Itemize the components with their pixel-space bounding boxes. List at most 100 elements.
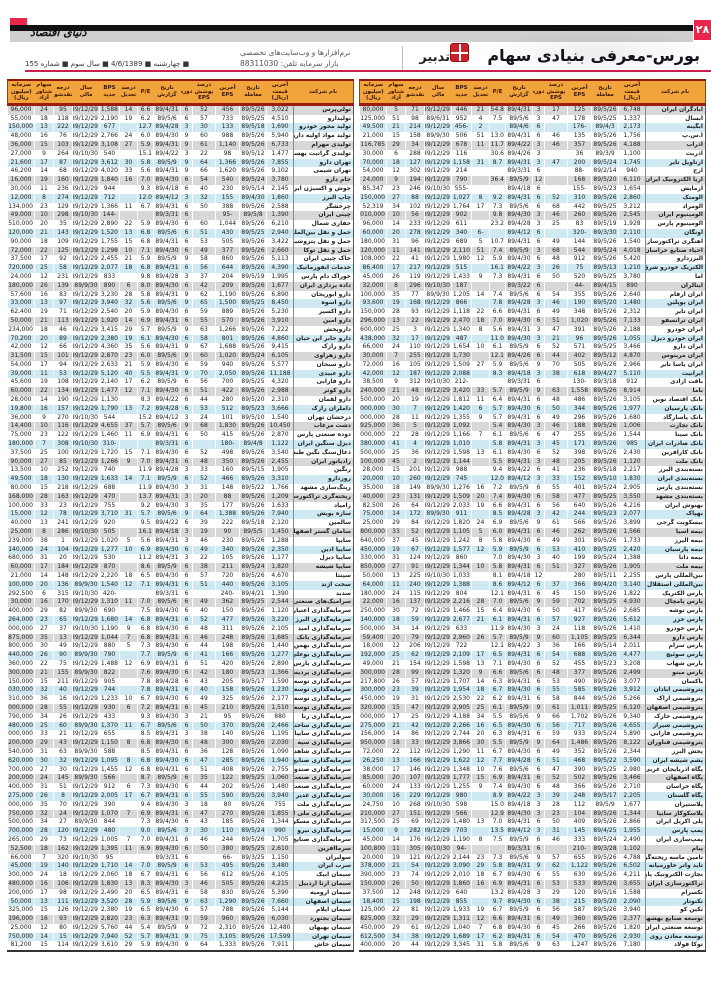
value-cell: 89/4/30 [505, 809, 533, 819]
value-cell: 1,344 [266, 818, 294, 828]
value-cell: 301 [567, 536, 592, 546]
value-cell: 89/10/30 [424, 281, 452, 291]
value-cell: 2,540 [99, 308, 120, 317]
value-cell: 5,000,000 [359, 404, 387, 414]
value-cell: 40 [192, 184, 216, 194]
value-cell: 3,077 [618, 677, 646, 687]
company-name-cell: پاکسان [645, 677, 706, 687]
value-cell: 4,275,000 [7, 791, 35, 801]
value-cell: 9 [180, 369, 193, 379]
value-cell: 22 [386, 431, 406, 441]
value-cell: 4,788 [618, 853, 646, 863]
value-cell: 50 [192, 721, 216, 731]
value-cell: 1,677 [266, 281, 294, 291]
value-cell: 6 [180, 642, 193, 652]
value-cell: 98 [53, 888, 73, 898]
value-cell: 1,680,000 [7, 554, 35, 564]
value-cell: 50 [544, 607, 568, 616]
value-cell: 3 [532, 220, 545, 229]
value-cell: 89/12/29 [72, 334, 100, 344]
value-cell [119, 466, 138, 476]
value-cell: 36,000 [7, 140, 35, 150]
value-cell: 21,000 [359, 132, 387, 141]
value-cell: 137 [405, 598, 425, 608]
value-cell: 89/12/29 [72, 686, 100, 696]
value-cell: 89/12/29 [72, 862, 100, 872]
table-row: سرمایه‌گذاری صندوق بازنشستگی2,75589/5/26… [7, 765, 354, 775]
value-cell: 42 [405, 721, 425, 731]
value-cell: 89/12/29 [424, 202, 452, 212]
company-name-cell: تهران دارو [293, 158, 354, 168]
value-cell: 9 [532, 519, 545, 529]
value-cell: 89/5/26 [239, 158, 267, 168]
value-cell: 10,450 [266, 422, 294, 432]
value-cell: 62 [405, 651, 425, 660]
value-cell: 1,366 [266, 668, 294, 678]
value-cell: 5.6 [137, 343, 154, 353]
value-cell: 1,144 [451, 457, 472, 467]
value-cell: 8 [119, 756, 138, 766]
value-cell: 1,337 [618, 114, 646, 124]
value-cell: 89/12/29 [424, 809, 452, 819]
value-cell: 11 [386, 844, 406, 854]
value-cell: 6.9 [137, 809, 154, 819]
value-cell: 89/5/26 [591, 404, 619, 414]
value-cell: 1,756 [618, 132, 646, 141]
value-cell: 45 [192, 703, 216, 713]
table-row: تامین ماسه ریخته‌گری4,78889/5/2665557989… [359, 853, 706, 863]
value-cell: 24,750 [359, 800, 387, 810]
value-cell: 89/12/29 [424, 791, 452, 801]
value-cell: 30 [192, 123, 216, 133]
value-cell: 36 [405, 448, 425, 458]
value-cell: 89/3/31 [153, 853, 181, 863]
table-row: بین‌المللی استقلال 3,140 89/4/20 366 37 6 89/4… [359, 580, 706, 590]
value-cell: 19,800 [7, 404, 35, 414]
value-cell: 3 [532, 510, 545, 520]
table-row: سرمایه‌گذاری مسکن 1,344 89/5/26 185 43 6 89/4/… [7, 818, 354, 828]
value-cell: 26 [34, 281, 54, 291]
value-cell: 89/4/31 [153, 703, 181, 713]
value-cell: 6 [532, 774, 545, 784]
value-cell: 119 [405, 272, 425, 282]
value-cell: 23 [386, 686, 406, 696]
value-cell [119, 211, 138, 221]
value-cell [471, 440, 490, 449]
company-name-cell: سرمایه‌گذاری اعتبار ایران [293, 607, 354, 616]
value-cell: 89/5/26 [591, 457, 619, 467]
table-row: داملران رازک 3,666 89/5/23 512 53 6 89/4/28 7.2… [7, 404, 354, 414]
value-cell: 585 [567, 686, 592, 696]
value-cell: 25 [386, 448, 406, 458]
value-cell: 1,247 [567, 941, 592, 952]
value-cell: 722 [451, 642, 472, 652]
value-cell: 5.9 [489, 360, 506, 370]
value-cell: 6 [532, 607, 545, 616]
value-cell: 89/4/22 [505, 140, 533, 150]
value-cell: 23 [34, 431, 54, 441]
value-cell: 39 [544, 791, 568, 801]
value-cell: 6 [532, 616, 545, 625]
value-cell: 1,060 [266, 774, 294, 784]
value-cell: 6 [180, 624, 193, 634]
value-cell: 39,000 [7, 369, 35, 379]
value-cell: 2,890 [99, 220, 120, 229]
value-cell: 45 [544, 440, 568, 449]
table-row: سامان گستر اصفهان 1,450 89/5/5 90 19 3 89/4/18… [7, 528, 354, 537]
value-cell: 89/4/31 [505, 396, 533, 405]
value-cell: 6.0 [489, 528, 506, 537]
value-cell: 19 [119, 334, 138, 344]
value-cell: 6 [532, 316, 545, 326]
value-cell: 178 [567, 114, 592, 124]
value-cell: 89/10/30 [424, 378, 452, 388]
value-cell: 89/12/29 [72, 140, 100, 150]
company-name-cell: رینگ‌سازی مشهد [293, 484, 354, 493]
value-cell: 89/12/29 [72, 114, 100, 124]
value-cell: 12 [34, 343, 54, 353]
ad-line2: بازار سرمایه تلفن: 88311030 [240, 59, 339, 69]
company-name-cell: پلاسکوکار سایپا [645, 809, 706, 819]
value-cell: 468 [567, 756, 592, 766]
value-cell: 4,860 [266, 334, 294, 344]
table-row: داروپخش 7,222 89/5/26 1,266 63 9 89/5/9 5.7 29 3,… [7, 325, 354, 335]
value-cell: 89/4/30 [505, 607, 533, 616]
value-cell: 89/12/29 [424, 325, 452, 335]
value-cell: 1,158 [451, 158, 472, 168]
